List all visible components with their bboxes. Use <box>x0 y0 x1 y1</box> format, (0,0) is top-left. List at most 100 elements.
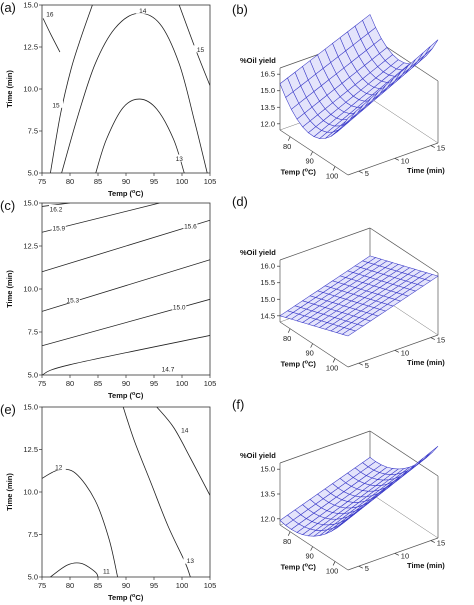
x-tick-label: 75 <box>38 177 46 186</box>
z-tick-label: 16.5 <box>260 70 275 79</box>
y-axis-label: Time (min) <box>407 561 445 570</box>
contour-label-bg <box>161 364 175 372</box>
contour-line <box>178 5 210 86</box>
plot-frame <box>41 4 211 174</box>
contour-line <box>95 98 185 173</box>
contour-label-bg <box>183 556 198 564</box>
axis-edge <box>347 142 439 176</box>
x-tick-label: 100 <box>326 171 339 180</box>
x-tick-label: 95 <box>150 177 158 186</box>
axis-edge <box>369 97 439 144</box>
x-tick-label: 85 <box>94 379 102 388</box>
axis-edge <box>369 227 439 274</box>
contour-line <box>61 12 208 173</box>
contour-label-bg <box>51 223 66 231</box>
contour-label-bg <box>65 296 80 304</box>
x-tick-mark <box>332 561 336 566</box>
axis-edge <box>347 334 439 368</box>
contour-label: 15.6 <box>184 224 197 231</box>
z-tick-label: 15.0 <box>260 86 275 95</box>
contour-label: 15 <box>52 102 60 109</box>
y-tick-label: 5.0 <box>28 573 38 582</box>
contour-label-bg <box>172 154 187 162</box>
y-tick-label: 12.5 <box>23 445 38 454</box>
x-tick-mark <box>310 343 313 348</box>
panel-label: (a) <box>0 0 16 15</box>
contour-lines: 16 15 15 14 13 <box>42 5 210 173</box>
x-tick-label: 80 <box>283 334 291 343</box>
contour-lines: 14 13 12 11 <box>42 407 210 577</box>
z-tick-label: 15.0 <box>260 295 275 304</box>
contour-lines: 16.2 15.9 15.6 15.3 15.0 14.7 <box>42 203 210 375</box>
surface-mesh <box>279 14 439 139</box>
contour-label: 13 <box>187 558 195 565</box>
contour-label-bg <box>42 10 57 18</box>
surface-cell <box>424 39 439 56</box>
z-tick-label: 15.5 <box>260 278 275 287</box>
x-axis-label: Temp (oC) <box>281 359 317 368</box>
y-tick-label: 5.0 <box>28 371 38 380</box>
z-axis-label: %Oil yield <box>240 56 276 65</box>
y-tick-label: 15 <box>437 144 445 153</box>
x-tick-label: 100 <box>326 363 339 372</box>
axis-edge <box>279 129 349 176</box>
z-tick-label: 14.5 <box>260 311 275 320</box>
y-tick-label: 15.0 <box>23 1 38 10</box>
contour-label: 15.9 <box>52 225 65 232</box>
contour-label: 14 <box>181 427 189 434</box>
surface-cell <box>342 111 356 127</box>
axis-edge <box>279 321 349 368</box>
y-tick-label: 15 <box>437 336 445 345</box>
y-tick-label: 10 <box>401 551 409 560</box>
x-tick-label: 85 <box>94 177 102 186</box>
y-tick-label: 12.5 <box>23 43 38 52</box>
panel-label: (f) <box>232 397 244 412</box>
contour-label-bg <box>177 425 192 433</box>
x-tick-label: 90 <box>122 379 130 388</box>
x-tick-mark <box>332 166 336 171</box>
y-tick-label: 5 <box>365 564 369 573</box>
x-axis-label: Temp (oC) <box>108 391 144 400</box>
contour-line <box>42 335 210 375</box>
panel-f: (f) 12.0 13.5 15.0 %Oil yield 80 90 100 Temp (oC… <box>232 397 445 575</box>
contour-label-bg <box>99 566 114 574</box>
y-axis-label: Time (min) <box>5 70 14 108</box>
x-tick-label: 80 <box>66 379 74 388</box>
panel-label: (e) <box>0 402 16 417</box>
y-tick-mark <box>430 540 435 543</box>
surface-cell <box>341 329 357 337</box>
axis-edge <box>369 492 439 539</box>
y-tick-mark <box>358 565 363 569</box>
x-tick-label: 100 <box>176 581 189 590</box>
y-tick-label: 7.5 <box>28 530 38 539</box>
contour-line <box>122 407 191 577</box>
z-tick-label: 16.0 <box>260 262 275 271</box>
x-tick-label: 85 <box>94 581 102 590</box>
x-tick-label: 80 <box>66 177 74 186</box>
contour-line <box>50 5 93 173</box>
contour-line <box>42 18 61 53</box>
contour-label: 13 <box>176 156 184 163</box>
contour-line <box>156 407 210 496</box>
y-tick-label: 15 <box>437 539 445 548</box>
y-axis-label: Time (min) <box>5 270 14 308</box>
x-tick-label: 75 <box>38 379 46 388</box>
contour-label: 16 <box>46 12 54 19</box>
x-tick-label: 90 <box>305 552 313 561</box>
x-tick-label: 90 <box>305 157 313 166</box>
y-tick-label: 5 <box>365 361 369 370</box>
z-tick-label: 13.5 <box>260 490 275 499</box>
y-tick-label: 10.0 <box>23 488 38 497</box>
contour-label: 11 <box>103 568 110 575</box>
panel-label: (d) <box>232 194 248 209</box>
y-tick-label: 7.5 <box>28 328 38 337</box>
y-tick-label: 15.0 <box>23 199 38 208</box>
x-tick-label: 75 <box>38 581 46 590</box>
y-tick-label: 12.5 <box>23 242 38 251</box>
contour-label-bg <box>193 45 208 53</box>
surface-mesh <box>279 446 439 537</box>
x-tick-label: 90 <box>122 177 130 186</box>
y-tick-label: 5 <box>365 169 369 178</box>
x-axis-label: Temp (oC) <box>281 562 317 571</box>
contour-label-bg <box>172 302 187 310</box>
